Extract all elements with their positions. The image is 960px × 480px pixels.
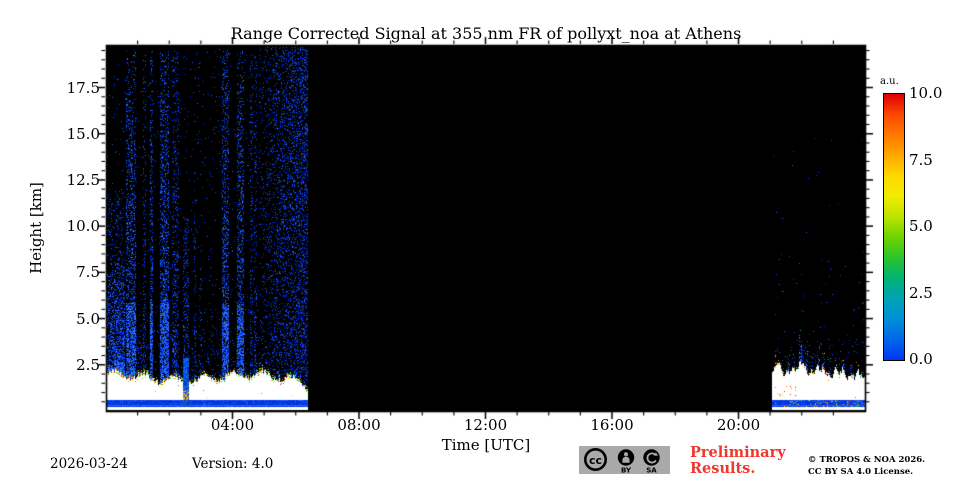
y-tick-label: 2.5 (76, 355, 100, 374)
colorbar-unit-label: a.u. (880, 76, 899, 87)
colorbar-tick-label: 7.5 (909, 150, 933, 169)
copyright-line1: © TROPOS & NOA 2026. (808, 455, 926, 465)
y-tick-label: 10.0 (66, 217, 100, 236)
colorbar-tick-label: 0.0 (909, 350, 933, 368)
x-axis-label: Time [UTC] (441, 436, 531, 454)
colorbar-tick-label: 5.0 (909, 217, 933, 235)
x-tick-label: 08:00 (337, 416, 381, 434)
y-tick-label: 12.5 (66, 170, 100, 189)
preliminary-results-label: Preliminary Results. (690, 444, 786, 477)
cc-circle-icon (584, 448, 607, 471)
version-label: Version: 4.0 (192, 456, 274, 472)
copyright-line2: CC BY SA 4.0 License. (808, 466, 914, 477)
sa-label: SA (646, 467, 657, 475)
measurement-date: 2026-03-24 (50, 456, 128, 472)
x-tick-label: 16:00 (590, 416, 634, 434)
chart-title: Range Corrected Signal at 355 nm FR of p… (230, 24, 742, 43)
colorbar-tick-label: 10.0 (909, 84, 943, 102)
y-tick-label: 15.0 (66, 124, 100, 143)
x-tick-label: 04:00 (210, 416, 255, 434)
colorbar-tick-label: 2.5 (909, 283, 933, 302)
cc-text: cc (589, 454, 602, 467)
x-tick-label: 20:00 (716, 416, 761, 434)
copyright-notice: © TROPOS & NOA 2026. CC BY SA 4.0 Licens… (808, 455, 925, 478)
x-tick-label: 12:00 (463, 416, 508, 434)
colorbar (883, 93, 905, 361)
cc-by-sa-badge: cc BY SA (579, 446, 670, 475)
y-tick-label: 17.5 (66, 78, 100, 97)
y-tick-label: 7.5 (76, 263, 100, 282)
by-label: BY (621, 467, 632, 475)
y-tick-label: 5.0 (76, 309, 100, 328)
